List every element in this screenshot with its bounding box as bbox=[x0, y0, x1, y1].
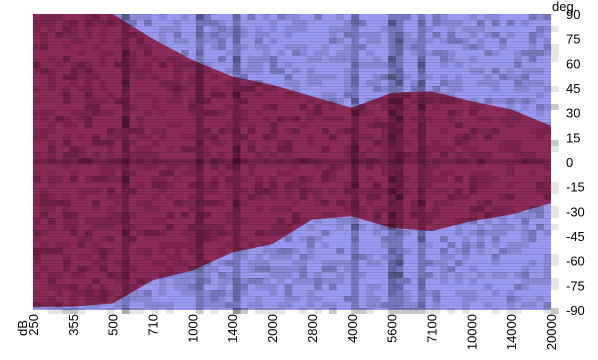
inside-region bbox=[33, 14, 551, 307]
y-tick-label: 75 bbox=[566, 32, 580, 47]
y-tick-label: -75 bbox=[566, 278, 585, 293]
y-tick-label: 15 bbox=[566, 130, 580, 145]
y-tick-label: -45 bbox=[566, 229, 585, 244]
x-axis-ticks: 250 355 500 710 1000 1400 2000 2800 4000 5600 7100… bbox=[26, 314, 559, 350]
x-tick-label: 7100 bbox=[425, 314, 440, 343]
y-unit-label: deg. bbox=[552, 0, 577, 14]
x-tick-label: 1000 bbox=[185, 314, 200, 343]
y-tick-label: 30 bbox=[566, 106, 580, 121]
y-tick-label: 45 bbox=[566, 81, 580, 96]
plot-area bbox=[33, 14, 559, 314]
x-tick-label: 14000 bbox=[504, 314, 519, 350]
x-tick-label: 710 bbox=[146, 314, 161, 336]
x-tick-label: 2800 bbox=[305, 314, 320, 343]
y-tick-label: 90 bbox=[566, 7, 580, 22]
x-tick-label: 4000 bbox=[345, 314, 360, 343]
x-unit-label: dB bbox=[15, 320, 30, 336]
x-tick-label: 355 bbox=[66, 314, 81, 336]
y-tick-label: -15 bbox=[566, 180, 585, 195]
cell-texture bbox=[33, 14, 559, 314]
x-tick-label: 20000 bbox=[544, 314, 559, 350]
x-tick-label: 5600 bbox=[385, 314, 400, 343]
y-tick-label: -90 bbox=[566, 303, 585, 318]
y-axis-ticks: 90 75 60 45 30 15 0 -15 -30 -45 -60 -75 -90 bbox=[566, 7, 585, 318]
y-tick-label: 60 bbox=[566, 56, 580, 71]
y-tick-label: 0 bbox=[566, 155, 573, 170]
y-tick-label: -30 bbox=[566, 204, 585, 219]
x-tick-label: 250 bbox=[26, 314, 41, 336]
y-tick-label: -60 bbox=[566, 254, 585, 269]
x-tick-label: 10000 bbox=[464, 314, 479, 350]
x-tick-label: 1400 bbox=[225, 314, 240, 343]
x-tick-label: 500 bbox=[106, 314, 121, 336]
x-tick-label: 2000 bbox=[265, 314, 280, 343]
